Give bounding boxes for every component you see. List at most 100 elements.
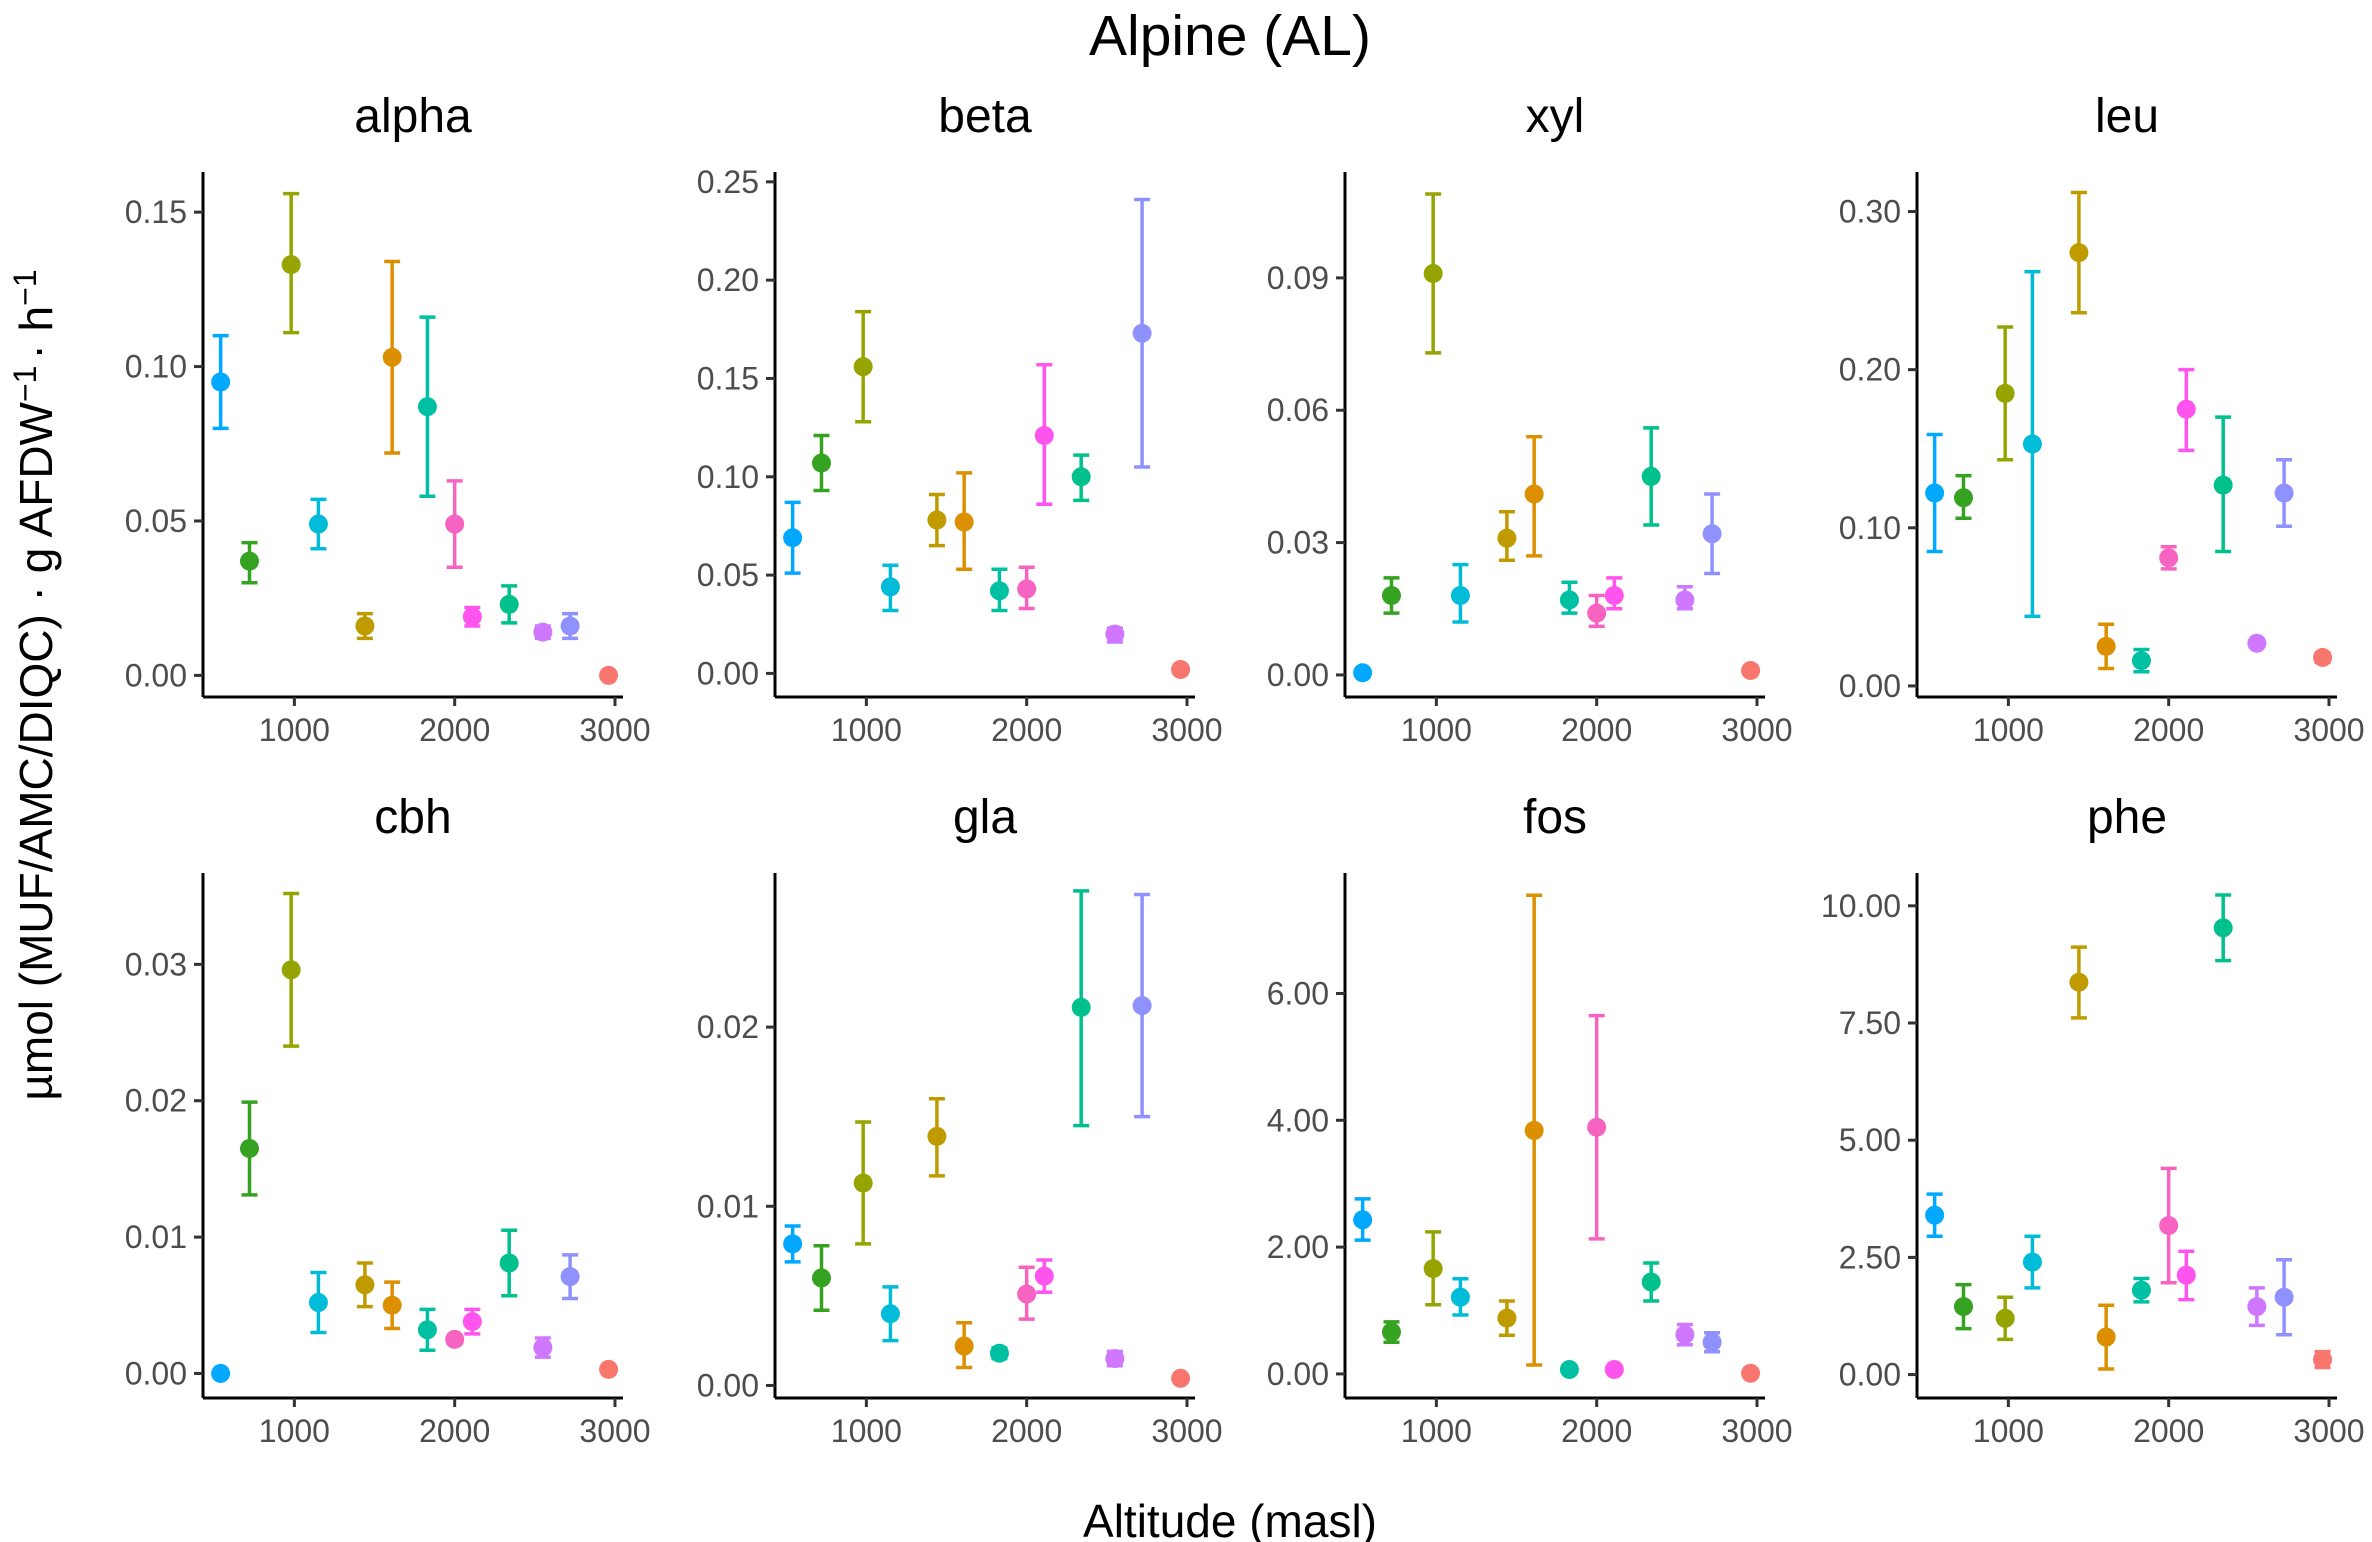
data-point xyxy=(445,514,465,534)
data-point xyxy=(2096,1327,2116,1347)
data-point xyxy=(533,1338,553,1358)
data-point xyxy=(599,1359,619,1379)
y-tick-label: 0.20 xyxy=(1839,352,1901,388)
data-point xyxy=(2069,243,2089,263)
data-point xyxy=(382,347,402,367)
data-point xyxy=(853,357,873,377)
data-point xyxy=(2176,1265,2196,1285)
data-point xyxy=(2022,1252,2042,1272)
data-point xyxy=(1559,1359,1579,1379)
y-tick-label: 0.10 xyxy=(125,349,187,385)
data-point xyxy=(2069,972,2089,992)
data-point xyxy=(1641,1272,1661,1292)
x-tick-label: 2000 xyxy=(991,712,1062,748)
y-axis-title-exp2: −1 xyxy=(7,269,43,305)
data-point xyxy=(1071,467,1091,487)
data-point xyxy=(445,1329,465,1349)
data-point xyxy=(811,1268,831,1288)
panel-title: alpha xyxy=(354,90,472,143)
x-tick-label: 2000 xyxy=(2133,1413,2204,1449)
x-tick-label: 2000 xyxy=(2133,712,2204,748)
y-tick-label: 7.50 xyxy=(1839,1005,1901,1041)
y-tick-label: 2.00 xyxy=(1267,1229,1329,1265)
data-point xyxy=(1953,1297,1973,1317)
data-point xyxy=(499,594,519,614)
x-tick-label: 3000 xyxy=(1151,712,1222,748)
x-tick-label: 1000 xyxy=(1973,1413,2044,1449)
data-point xyxy=(1675,590,1695,610)
data-point xyxy=(281,255,301,275)
y-tick-label: 0.15 xyxy=(697,360,759,396)
data-point xyxy=(1497,1308,1517,1328)
x-tick-label: 3000 xyxy=(2293,1413,2364,1449)
data-point xyxy=(211,1363,231,1383)
data-point xyxy=(1604,586,1624,606)
data-point xyxy=(1587,1117,1607,1137)
data-point xyxy=(1497,528,1517,548)
data-point xyxy=(1381,1322,1401,1342)
data-point xyxy=(1925,483,1945,503)
y-tick-label: 0.10 xyxy=(1839,510,1901,546)
data-point xyxy=(308,514,328,534)
data-point xyxy=(853,1173,873,1193)
x-tick-label: 1000 xyxy=(259,712,330,748)
y-axis-title-mid: · h xyxy=(10,306,62,360)
data-point xyxy=(1132,996,1152,1016)
panel-title: beta xyxy=(938,90,1032,143)
data-point xyxy=(382,1295,402,1315)
data-point xyxy=(1353,663,1373,683)
data-point xyxy=(2159,1216,2179,1235)
data-point xyxy=(1741,661,1761,681)
data-point xyxy=(954,512,974,532)
data-point xyxy=(239,551,259,571)
data-point xyxy=(1423,1259,1443,1279)
y-axis-title: µmol (MUF/AMC/DIQC) · g AFDW−1· h−1 xyxy=(7,269,62,1100)
data-point xyxy=(989,1343,1009,1363)
y-tick-label: 2.50 xyxy=(1839,1239,1901,1275)
y-axis-title-main: µmol (MUF/AMC/DIQC) · g AFDW xyxy=(10,401,62,1100)
data-point xyxy=(1423,263,1443,283)
data-point xyxy=(783,1234,803,1254)
y-tick-label: 0.05 xyxy=(125,503,187,539)
y-tick-label: 6.00 xyxy=(1267,975,1329,1011)
panel-title: cbh xyxy=(374,791,451,844)
y-tick-label: 0.01 xyxy=(125,1219,187,1255)
y-tick-label: 0.00 xyxy=(1839,668,1901,704)
panel-title: phe xyxy=(2087,791,2167,844)
data-point xyxy=(1702,1332,1722,1352)
data-point xyxy=(1105,624,1125,644)
data-point xyxy=(1524,484,1544,504)
y-tick-label: 0.10 xyxy=(697,459,759,495)
data-point xyxy=(1450,1287,1470,1307)
x-tick-label: 1000 xyxy=(1401,1413,1472,1449)
data-point xyxy=(880,1304,900,1324)
y-tick-label: 0.20 xyxy=(697,262,759,298)
data-point xyxy=(1450,586,1470,606)
data-point xyxy=(239,1138,259,1158)
data-point xyxy=(1353,1210,1373,1230)
x-tick-label: 2000 xyxy=(419,712,490,748)
data-point xyxy=(2213,918,2233,938)
y-tick-label: 0.00 xyxy=(1267,1356,1329,1392)
y-axis-title-exp1: −1 xyxy=(7,366,43,402)
data-point xyxy=(533,622,553,642)
data-point xyxy=(1381,586,1401,606)
panel-title: gla xyxy=(953,791,1017,844)
y-tick-label: 0.06 xyxy=(1267,392,1329,428)
y-tick-label: 0.25 xyxy=(697,164,759,200)
data-point xyxy=(599,665,619,685)
data-point xyxy=(462,607,482,627)
y-tick-label: 0.03 xyxy=(1267,525,1329,561)
data-point xyxy=(560,616,580,636)
data-point xyxy=(2213,475,2233,495)
y-tick-label: 0.15 xyxy=(125,194,187,230)
y-tick-label: 0.00 xyxy=(697,655,759,691)
data-point xyxy=(281,960,301,980)
y-tick-label: 0.00 xyxy=(1839,1357,1901,1393)
x-tick-label: 1000 xyxy=(1401,712,1472,748)
data-point xyxy=(1171,659,1191,679)
x-tick-label: 1000 xyxy=(1973,712,2044,748)
x-tick-label: 3000 xyxy=(579,712,650,748)
y-tick-label: 5.00 xyxy=(1839,1122,1901,1158)
x-tick-label: 3000 xyxy=(1721,712,1792,748)
